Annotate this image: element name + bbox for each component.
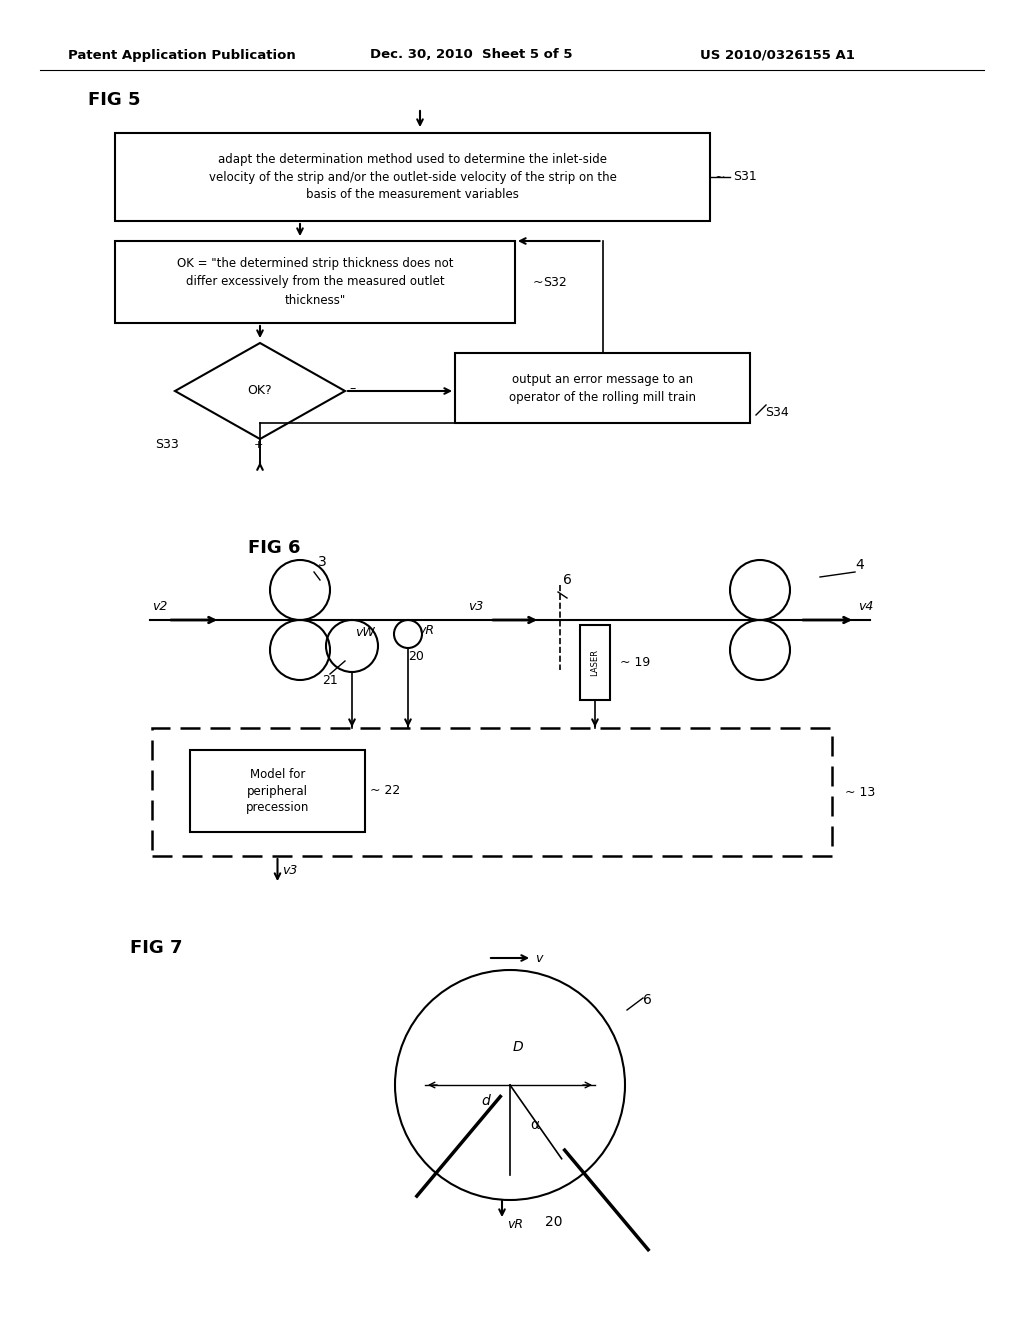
Text: v3: v3 <box>468 599 483 612</box>
Text: FIG 6: FIG 6 <box>248 539 300 557</box>
Text: 6: 6 <box>643 993 652 1007</box>
Text: –: – <box>349 383 355 396</box>
Bar <box>455 352 750 422</box>
Text: adapt the determination method used to determine the inlet-side
velocity of the : adapt the determination method used to d… <box>209 153 616 202</box>
Text: vW: vW <box>355 626 375 639</box>
Bar <box>152 729 831 855</box>
Text: vR: vR <box>507 1217 523 1230</box>
Text: 3: 3 <box>318 554 327 569</box>
Text: v2: v2 <box>152 599 167 612</box>
Text: D: D <box>513 1040 523 1053</box>
Text: S31: S31 <box>733 170 757 183</box>
Text: ~: ~ <box>534 276 544 289</box>
Text: ~: ~ <box>715 170 725 183</box>
Polygon shape <box>175 343 345 440</box>
Bar <box>580 624 610 700</box>
Text: 20: 20 <box>408 649 424 663</box>
Text: US 2010/0326155 A1: US 2010/0326155 A1 <box>700 49 855 62</box>
Text: OK = "the determined strip thickness does not
differ excessively from the measur: OK = "the determined strip thickness doe… <box>177 257 454 306</box>
Text: vR: vR <box>418 623 434 636</box>
Bar <box>115 133 710 220</box>
Text: FIG 5: FIG 5 <box>88 91 140 110</box>
Text: v4: v4 <box>858 599 873 612</box>
Text: α: α <box>530 1118 539 1133</box>
Text: FIG 7: FIG 7 <box>130 939 182 957</box>
Text: OK?: OK? <box>248 384 272 397</box>
Bar <box>190 750 365 832</box>
Text: Dec. 30, 2010  Sheet 5 of 5: Dec. 30, 2010 Sheet 5 of 5 <box>370 49 572 62</box>
Text: v: v <box>535 952 543 965</box>
Text: S34: S34 <box>765 407 788 420</box>
Text: d: d <box>481 1094 490 1109</box>
Text: ~ 19: ~ 19 <box>620 656 650 669</box>
Text: Patent Application Publication: Patent Application Publication <box>68 49 296 62</box>
Text: LASER: LASER <box>591 649 599 676</box>
Text: 6: 6 <box>563 573 571 587</box>
Bar <box>115 242 515 323</box>
Text: v3: v3 <box>283 863 298 876</box>
Text: 20: 20 <box>545 1214 562 1229</box>
Text: 4: 4 <box>855 558 864 572</box>
Text: Model for
peripheral
precession: Model for peripheral precession <box>246 767 309 814</box>
Text: output an error message to an
operator of the rolling mill train: output an error message to an operator o… <box>509 372 696 404</box>
Text: S32: S32 <box>543 276 566 289</box>
Text: 21: 21 <box>322 673 338 686</box>
Text: S33: S33 <box>155 437 179 450</box>
Text: ~ 22: ~ 22 <box>370 784 400 797</box>
Text: ~ 13: ~ 13 <box>845 785 876 799</box>
Text: +: + <box>253 440 263 450</box>
